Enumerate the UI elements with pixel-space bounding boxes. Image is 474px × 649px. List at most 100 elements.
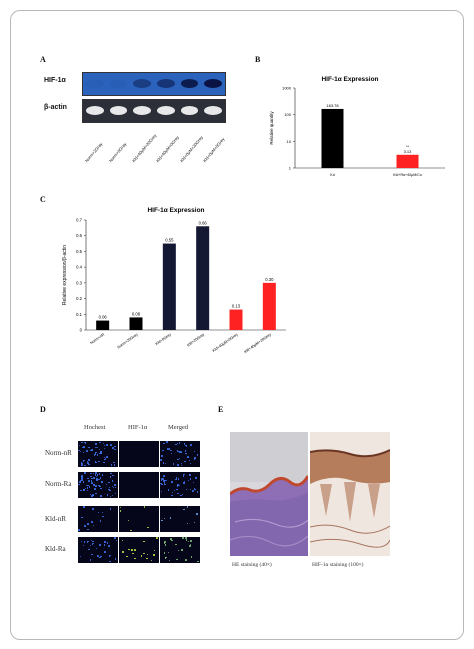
fluorescent-cell-dot — [161, 519, 163, 522]
fluorescent-cell-dot — [192, 490, 194, 492]
fluorescent-cell-dot — [83, 446, 85, 448]
fluorescent-cell-dot — [156, 537, 158, 539]
fluorescent-cell-dot — [111, 494, 114, 497]
chart-c-bar — [129, 317, 143, 330]
fluorescent-cell-dot — [165, 556, 167, 559]
chart-c-bar — [262, 282, 276, 330]
fluorescent-cell-dot — [96, 446, 99, 449]
fluorescent-cell-dot — [189, 488, 192, 491]
fluorescent-cell-dot — [102, 442, 105, 445]
fluorescent-cell-dot — [121, 551, 124, 553]
fluorescent-cell-dot — [98, 484, 100, 487]
fluorescent-cell-dot — [163, 517, 166, 520]
fluorescent-cell-dot — [108, 545, 110, 547]
fluorescent-cell-dot — [92, 524, 95, 527]
fluorescent-cell-dot — [163, 481, 166, 484]
fluorescent-cell-dot — [114, 492, 116, 495]
fluorescent-cell-dot — [168, 559, 171, 562]
fluorescent-cell-dot — [87, 523, 89, 525]
fluorescent-cell-dot — [194, 488, 196, 491]
fluorescent-cell-dot — [84, 464, 86, 467]
fluorescent-cell-dot — [177, 458, 179, 461]
fluorescent-cell-dot — [92, 494, 94, 496]
col-label-merged: Merged — [168, 424, 189, 431]
fluorescent-cell-dot — [101, 474, 104, 476]
fluorescent-cell-dot — [171, 491, 174, 494]
fluorescent-cell-dot — [99, 485, 101, 488]
fluorescent-cell-dot — [97, 511, 100, 514]
chart-c-ytick-label: 0.1 — [76, 312, 82, 317]
col-label-hochest: Hochest — [84, 424, 106, 431]
fluorescent-cell-dot — [169, 517, 172, 519]
fluorescent-cell-dot — [94, 488, 96, 490]
micrograph-cell — [119, 537, 159, 563]
panel-b-label: B — [255, 55, 261, 64]
fluorescent-cell-dot — [91, 495, 93, 497]
chart-c-category-label: Norm+20Grey — [117, 332, 139, 349]
fluorescent-cell-dot — [110, 472, 112, 475]
fluorescent-cell-dot — [101, 511, 104, 514]
row-label-norm-ra: Norm-Ra — [45, 480, 72, 488]
fluorescent-cell-dot — [163, 542, 166, 544]
fluorescent-cell-dot — [163, 552, 166, 554]
fluorescent-cell-dot — [91, 521, 93, 523]
fluorescent-cell-dot — [181, 549, 183, 551]
chart-c-ytick-label: 0.3 — [76, 280, 82, 285]
fluorescent-cell-dot — [86, 487, 89, 489]
micrograph-cell — [119, 441, 159, 467]
fluorescent-cell-dot — [176, 450, 179, 452]
fluorescent-cell-dot — [103, 544, 106, 546]
chart-c-bar — [162, 243, 176, 330]
fluorescent-cell-dot — [171, 481, 173, 483]
fluorescent-cell-dot — [177, 464, 180, 467]
hif-staining-image — [310, 432, 390, 556]
fluorescent-cell-dot — [91, 482, 93, 484]
fluorescent-cell-dot — [163, 482, 166, 485]
fluorescent-cell-dot — [196, 513, 198, 515]
he-staining-image — [230, 432, 308, 556]
chart-b-category-label: Kd — [330, 173, 334, 177]
chart-c-ytick-label: 0.7 — [76, 218, 82, 223]
fluorescent-cell-dot — [87, 462, 89, 464]
chart-b-ylabel: Relative quantity — [269, 111, 274, 145]
fluorescent-cell-dot — [110, 444, 112, 446]
fluorescent-cell-dot — [84, 472, 86, 474]
fluorescent-cell-dot — [161, 455, 163, 457]
fluorescent-cell-dot — [189, 462, 192, 465]
fluorescent-cell-dot — [95, 492, 97, 495]
fluorescent-cell-dot — [88, 459, 90, 461]
fluorescent-cell-dot — [88, 480, 90, 482]
fluorescent-cell-dot — [106, 456, 108, 458]
fluorescent-cell-dot — [100, 487, 102, 490]
row-label-kld-nr: Kld-nR — [45, 515, 66, 523]
fluorescent-cell-dot — [193, 521, 196, 524]
fluorescent-cell-dot — [161, 483, 163, 486]
fluorescent-cell-dot — [87, 540, 89, 543]
fluorescent-cell-dot — [95, 485, 97, 487]
fluorescent-cell-dot — [99, 520, 102, 522]
fluorescent-cell-dot — [163, 475, 165, 477]
fluorescent-cell-dot — [143, 540, 145, 542]
chart-c-value-label: 0.66 — [199, 220, 208, 225]
chart-c-category-label: Norm+nR — [90, 332, 106, 345]
chart-b: HIF-1α Expression 1 10 100 1000 Relative quan… — [269, 76, 445, 177]
fluorescent-cell-dot — [185, 452, 187, 455]
fluorescent-cell-dot — [93, 454, 96, 456]
fluorescent-cell-dot — [98, 478, 100, 481]
fluorescent-cell-dot — [187, 456, 189, 458]
fluorescent-cell-dot — [82, 481, 85, 483]
fluorescent-cell-dot — [175, 477, 178, 479]
fluorescent-cell-dot — [114, 537, 116, 539]
fluorescent-cell-dot — [180, 451, 182, 453]
row-label-kld-ra: Kld-Ra — [45, 545, 66, 553]
chart-c-value-label: 0.08 — [132, 311, 141, 316]
fluorescent-cell-dot — [103, 461, 105, 464]
chart-c-ytick-label: 0.6 — [76, 233, 82, 238]
fluorescent-cell-dot — [172, 463, 175, 465]
chart-b-bar — [321, 108, 344, 168]
fluorescent-cell-dot — [81, 477, 83, 479]
panel-c-label: C — [40, 195, 46, 204]
fluorescent-cell-dot — [87, 477, 89, 480]
chart-c-category-label: Kld+40μM+0Grey — [212, 332, 239, 352]
fluorescent-cell-dot — [170, 452, 173, 455]
